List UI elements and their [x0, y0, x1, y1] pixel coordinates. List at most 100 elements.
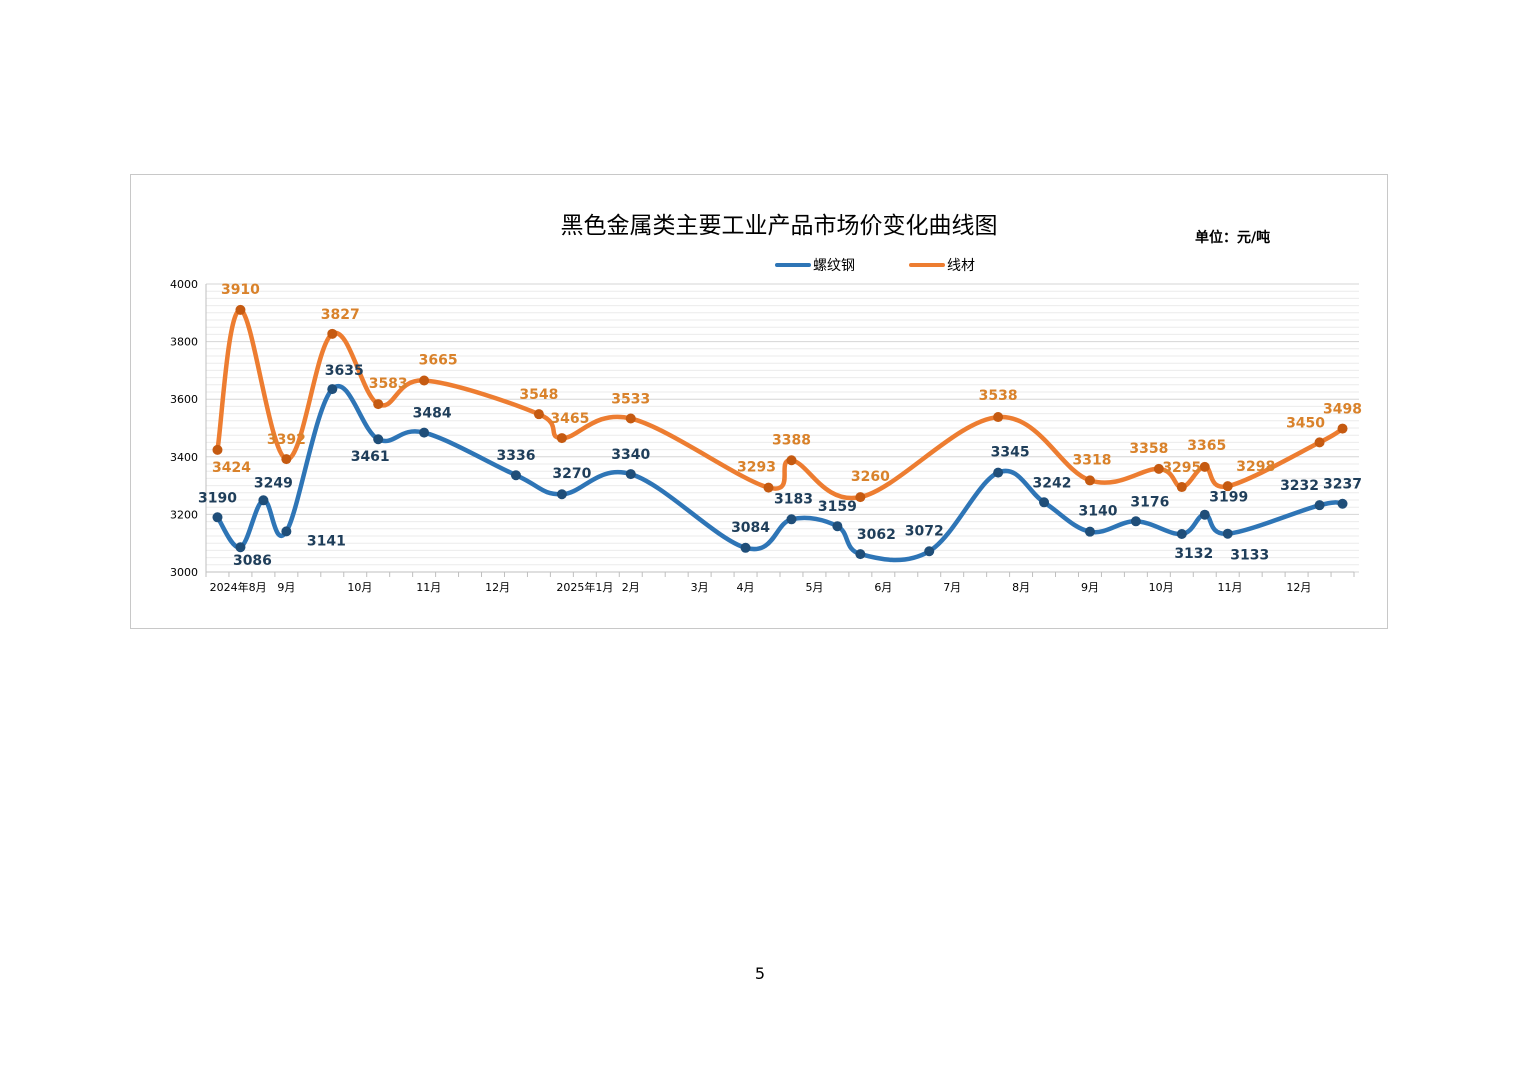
rebar-data-label: 3270 — [552, 466, 591, 482]
wire-data-label: 3392 — [267, 432, 306, 448]
wire-data-label: 3293 — [737, 460, 776, 476]
wire-data-point — [625, 413, 636, 424]
rebar-data-label: 3190 — [198, 490, 237, 506]
x-tick-label: 10月 — [1149, 581, 1174, 594]
rebar-data-label: 3199 — [1209, 490, 1248, 506]
x-tick-label: 6月 — [874, 581, 892, 594]
wire-data-label: 3295 — [1162, 460, 1201, 476]
rebar-data-point — [1130, 516, 1141, 527]
wire-data-label: 3665 — [419, 352, 458, 368]
y-tick-label: 3800 — [170, 336, 198, 349]
rebar-data-point — [1337, 498, 1348, 509]
wire-data-point — [1314, 437, 1325, 448]
rebar-data-label: 3062 — [857, 527, 896, 543]
wire-data-point — [235, 304, 246, 315]
x-tick-label: 9月 — [277, 581, 295, 594]
chart-legend: 螺纹钢 线材 — [775, 258, 975, 274]
x-tick-label: 12月 — [485, 581, 510, 594]
rebar-data-point — [327, 384, 338, 395]
rebar-data-label: 3249 — [254, 475, 293, 491]
wire-data-point — [993, 412, 1004, 423]
page-number: 5 — [754, 964, 766, 983]
wire-data-label: 3465 — [550, 411, 589, 427]
rebar-data-label: 3072 — [905, 523, 944, 539]
rebar-data-point — [924, 546, 935, 557]
rebar-data-point — [1039, 497, 1050, 508]
chart-series — [212, 304, 1348, 563]
chart-data-labels: 3190 3086 3249 3141 3635 3461 3484 3336 3270 3340… — [198, 282, 1362, 569]
wire-data-label: 3358 — [1129, 441, 1168, 457]
wire-data-point — [281, 454, 292, 465]
wire-data-point — [786, 455, 797, 466]
wire-data-point — [855, 492, 866, 503]
rebar-data-label: 3176 — [1130, 494, 1169, 510]
rebar-data-point — [212, 512, 223, 523]
rebar-data-label: 3084 — [731, 520, 770, 536]
rebar-data-label: 3635 — [325, 363, 364, 379]
rebar-data-label: 3237 — [1323, 477, 1362, 493]
rebar-data-point — [1314, 500, 1325, 511]
wire-data-label: 3298 — [1236, 459, 1275, 475]
price-chart: 黑色金属类主要工业产品市场价变化曲线图 单位：元/吨 螺纹钢 线材 3000 320… — [170, 213, 1362, 594]
wire-data-point — [1153, 463, 1164, 474]
chart-axes: 3000 3200 3400 3600 3800 4000 2024年8月 9月 10月 11月 1… — [170, 278, 1355, 594]
y-tick-label: 4000 — [170, 278, 198, 291]
x-tick-label: 5月 — [805, 581, 823, 594]
legend-label: 线材 — [947, 258, 975, 274]
rebar-data-point — [1084, 526, 1095, 537]
rebar-data-point — [1199, 509, 1210, 520]
wire-data-label: 3450 — [1286, 415, 1325, 431]
rebar-data-label: 3159 — [818, 499, 857, 515]
wire-data-point — [327, 328, 338, 339]
rebar-data-point — [786, 514, 797, 525]
x-tick-label: 12月 — [1286, 581, 1311, 594]
rebar-data-point — [281, 526, 292, 537]
wire-data-label: 3318 — [1072, 452, 1111, 468]
rebar-data-point — [258, 495, 269, 506]
rebar-data-label: 3461 — [351, 449, 390, 465]
x-tick-label: 2024年8月 — [210, 580, 267, 594]
wire-data-label: 3424 — [212, 460, 251, 476]
rebar-data-point — [740, 542, 751, 553]
wire-data-point — [212, 444, 223, 455]
rebar-data-point — [855, 549, 866, 560]
rebar-data-label: 3133 — [1230, 548, 1269, 564]
x-tick-label: 4月 — [737, 581, 755, 594]
y-tick-label: 3600 — [170, 393, 198, 406]
wire-data-label: 3388 — [772, 432, 811, 448]
rebar-data-label: 3086 — [233, 553, 272, 569]
wire-data-label: 3260 — [851, 469, 890, 485]
wire-data-label: 3583 — [369, 376, 408, 392]
rebar-data-point — [1222, 528, 1233, 539]
y-tick-label: 3400 — [170, 451, 198, 464]
rebar-data-point — [235, 542, 246, 553]
wire-data-point — [419, 375, 430, 386]
rebar-data-point — [419, 427, 430, 438]
rebar-data-label: 3141 — [307, 533, 346, 549]
rebar-data-point — [625, 469, 636, 480]
x-tick-label: 3月 — [691, 581, 709, 594]
y-tick-label: 3200 — [170, 508, 198, 521]
rebar-data-point — [832, 521, 843, 532]
rebar-data-label: 3242 — [1033, 475, 1072, 491]
wire-data-label: 3827 — [321, 307, 360, 323]
rebar-data-label: 3345 — [991, 445, 1030, 461]
rebar-data-label: 3232 — [1280, 478, 1319, 494]
rebar-data-point — [556, 489, 567, 500]
rebar-data-point — [510, 470, 521, 481]
x-tick-label: 7月 — [943, 581, 961, 594]
wire-data-point — [763, 482, 774, 493]
rebar-data-label: 3183 — [774, 491, 813, 507]
rebar-data-label: 3340 — [611, 447, 650, 463]
x-tick-label: 2025年1月 — [556, 580, 613, 594]
x-tick-label: 2月 — [622, 581, 640, 594]
wire-data-point — [1084, 475, 1095, 486]
x-tick-label: 9月 — [1081, 581, 1099, 594]
chart-title: 黑色金属类主要工业产品市场价变化曲线图 — [561, 213, 998, 239]
y-tick-label: 3000 — [170, 566, 198, 579]
wire-data-label: 3365 — [1187, 438, 1226, 454]
rebar-data-label: 3484 — [413, 406, 452, 422]
wire-data-point — [373, 399, 384, 410]
chart-frame: 黑色金属类主要工业产品市场价变化曲线图 单位：元/吨 螺纹钢 线材 3000 320… — [130, 174, 1388, 629]
wire-data-point — [533, 409, 544, 420]
